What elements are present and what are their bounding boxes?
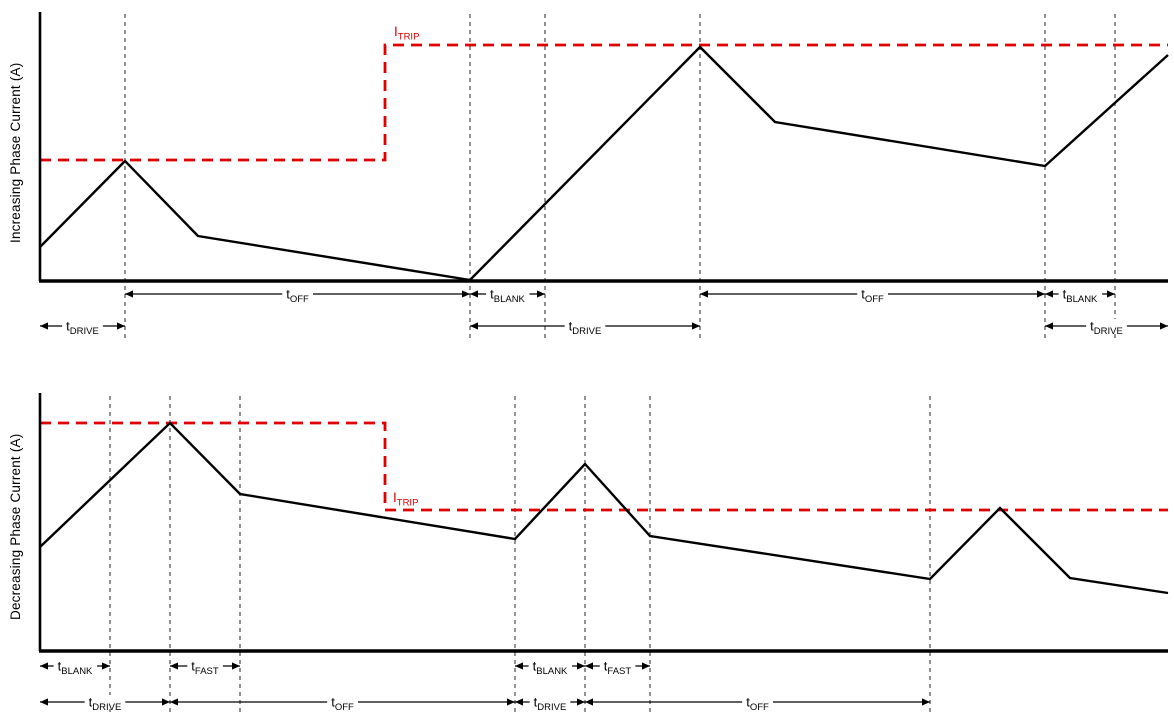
label-backdrop bbox=[742, 695, 774, 709]
y-axis-label-decreasing: Decreasing Phase Current (A) bbox=[8, 433, 23, 620]
timing-annotation: tFAST bbox=[170, 659, 240, 677]
label-backdrop bbox=[327, 695, 359, 709]
timing-annotation: tDRIVE bbox=[40, 319, 125, 337]
label-backdrop bbox=[564, 319, 606, 333]
timing-annotation: tDRIVE bbox=[1045, 319, 1168, 337]
right-arrowhead bbox=[1037, 290, 1045, 298]
label-backdrop bbox=[53, 659, 98, 673]
timing-annotation: tDRIVE bbox=[470, 319, 700, 337]
right-arrowhead bbox=[1107, 290, 1115, 298]
y-axis-label-increasing: Increasing Phase Current (A) bbox=[8, 62, 23, 243]
right-arrowhead bbox=[1160, 322, 1168, 330]
label-backdrop bbox=[486, 287, 530, 301]
left-arrowhead bbox=[170, 662, 178, 670]
left-arrowhead bbox=[515, 662, 523, 670]
phase-current-waveform bbox=[39, 421, 1169, 595]
left-arrowhead bbox=[40, 698, 48, 706]
label-backdrop bbox=[282, 287, 314, 301]
left-arrowhead bbox=[170, 698, 178, 706]
right-arrowhead bbox=[232, 662, 240, 670]
left-arrowhead bbox=[1045, 322, 1053, 330]
label-i-trip: ITRIP bbox=[394, 24, 419, 43]
itrip-threshold-line bbox=[40, 421, 1168, 512]
timing-annotation: tBLANK bbox=[515, 659, 585, 677]
timing-annotation: tOFF bbox=[125, 287, 470, 305]
left-arrowhead bbox=[515, 698, 523, 706]
timing-annotation: tOFF bbox=[585, 695, 930, 713]
timing-annotation: tDRIVE bbox=[515, 695, 585, 713]
label-i-trip: ITRIP bbox=[393, 490, 418, 509]
timing-annotation: tOFF bbox=[700, 287, 1045, 305]
right-arrowhead bbox=[462, 290, 470, 298]
left-arrowhead bbox=[40, 662, 48, 670]
left-arrowhead bbox=[585, 698, 593, 706]
right-arrowhead bbox=[102, 662, 110, 670]
timing-annotation: tBLANK bbox=[470, 287, 545, 305]
timing-annotation: tFAST bbox=[585, 659, 650, 677]
right-arrowhead bbox=[162, 698, 170, 706]
label-backdrop bbox=[599, 659, 636, 673]
left-arrowhead bbox=[125, 290, 133, 298]
right-arrowhead bbox=[642, 662, 650, 670]
left-arrowhead bbox=[700, 290, 708, 298]
timing-annotation: tDRIVE bbox=[40, 695, 170, 713]
timing-annotation: tBLANK bbox=[40, 659, 110, 677]
label-backdrop bbox=[84, 695, 126, 709]
right-arrowhead bbox=[507, 698, 515, 706]
label-backdrop bbox=[1058, 287, 1103, 301]
label-backdrop bbox=[1086, 319, 1127, 333]
left-arrowhead bbox=[1045, 290, 1053, 298]
itrip-threshold-line bbox=[40, 43, 1168, 162]
label-backdrop bbox=[528, 659, 573, 673]
label-backdrop bbox=[62, 319, 103, 333]
timing-annotation: tBLANK bbox=[1045, 287, 1115, 305]
right-arrowhead bbox=[577, 662, 585, 670]
left-arrowhead bbox=[470, 290, 478, 298]
right-arrowhead bbox=[537, 290, 545, 298]
label-backdrop bbox=[857, 287, 889, 301]
right-arrowhead bbox=[577, 698, 585, 706]
left-arrowhead bbox=[470, 322, 478, 330]
right-arrowhead bbox=[117, 322, 125, 330]
right-arrowhead bbox=[922, 698, 930, 706]
label-backdrop bbox=[529, 695, 571, 709]
left-arrowhead bbox=[40, 322, 48, 330]
phase-current-waveform bbox=[39, 45, 1169, 282]
label-backdrop bbox=[187, 659, 223, 673]
timing-annotation: tOFF bbox=[170, 695, 515, 713]
left-arrowhead bbox=[585, 662, 593, 670]
right-arrowhead bbox=[692, 322, 700, 330]
